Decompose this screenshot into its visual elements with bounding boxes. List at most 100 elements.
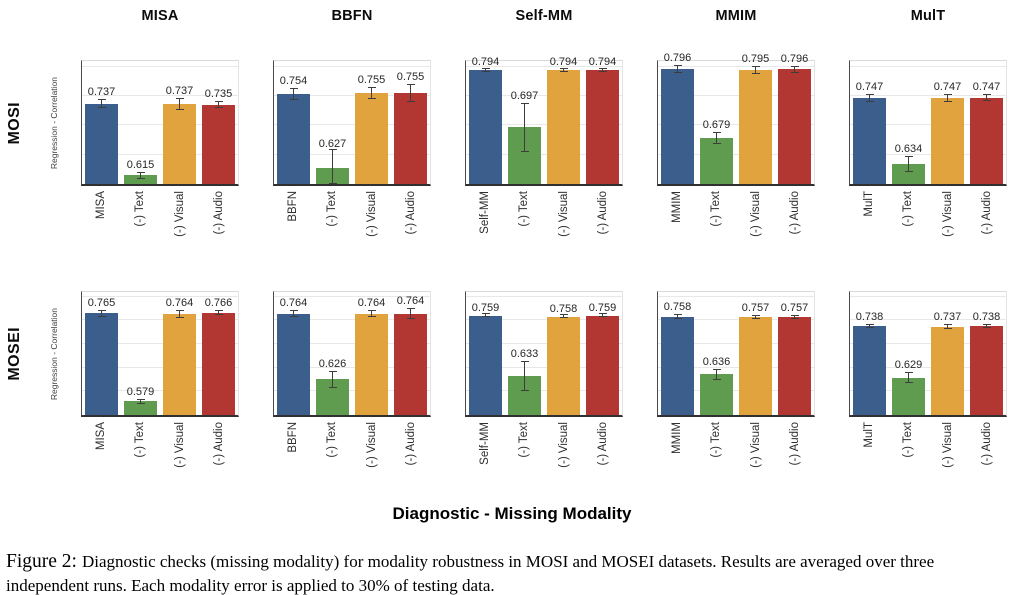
- gridline: [82, 95, 238, 97]
- error-bar: [751, 65, 760, 74]
- x-tick-label: (-) Text: [518, 191, 531, 227]
- bar-value-label: 0.759: [588, 302, 617, 315]
- bar-value-label: 0.737: [87, 86, 116, 99]
- gridline: [274, 124, 430, 126]
- row-gutter-mosei: MOSEI Regression - Correlation: [0, 291, 64, 486]
- chart-panel-mosi-misa: 0.737 0.615 0.737 0.735 MISA (-) Text (-) Visu…: [64, 60, 256, 255]
- error-bar: [481, 313, 490, 318]
- bar--text: [124, 175, 157, 184]
- x-tick-label: (-) Text: [326, 191, 339, 227]
- bar--audio: [970, 326, 1003, 415]
- error-bar: [175, 97, 184, 110]
- error-bar: [904, 372, 913, 383]
- gridline: [82, 319, 238, 321]
- error-bar: [97, 310, 106, 317]
- column-title-mult: MulT: [910, 8, 946, 24]
- x-tick-label: (-) Visual: [557, 191, 570, 237]
- bar-value-label: 0.795: [741, 52, 770, 65]
- x-tick-label: BBFN: [286, 191, 299, 222]
- error-bar: [865, 323, 874, 329]
- bar-value-label: 0.738: [972, 311, 1001, 324]
- plot-area-mosi-misa: 0.737 0.615 0.737 0.735: [81, 60, 239, 186]
- bar--visual: [547, 316, 580, 415]
- gridline: [466, 124, 622, 126]
- gridline: [658, 343, 814, 345]
- bar-value-label: 0.737: [165, 84, 194, 97]
- chart-panel-mosei-self-mm: 0.759 0.633 0.758 0.759 Self-MM (-) Text (-) V…: [448, 291, 640, 486]
- column-title-bbfn: BBFN: [331, 8, 373, 24]
- gridline: [658, 366, 814, 368]
- bar-value-label: 0.766: [204, 297, 233, 310]
- error-bar: [367, 87, 376, 100]
- bar--audio: [586, 316, 619, 415]
- error-bar: [865, 93, 874, 102]
- x-tick-labels-mosei-misa: MISA (-) Text (-) Visual (-) Audio: [81, 422, 239, 486]
- bar--audio: [202, 312, 235, 415]
- error-bar: [406, 308, 415, 320]
- error-bar: [790, 314, 799, 319]
- chart-panel-mosei-bbfn: 0.764 0.626 0.764 0.764 BBFN (-) Text (-) Visu…: [256, 291, 448, 486]
- bar-value-label: 0.633: [510, 347, 539, 360]
- bar-value-label: 0.764: [396, 295, 425, 308]
- error-bar: [367, 310, 376, 318]
- gridline: [82, 65, 238, 67]
- gridline: [658, 124, 814, 126]
- x-tick-label: MulT: [862, 422, 875, 448]
- bar-value-label: 0.757: [741, 301, 770, 314]
- x-tick-label: (-) Text: [518, 422, 531, 458]
- bar-value-label: 0.747: [933, 80, 962, 93]
- gridline: [82, 295, 238, 297]
- bar-value-label: 0.755: [396, 71, 425, 84]
- error-bar: [328, 370, 337, 388]
- bar--visual: [931, 97, 964, 184]
- error-bar: [97, 99, 106, 109]
- column-title-misa: MISA: [141, 8, 179, 24]
- bar-value-label: 0.697: [510, 89, 539, 102]
- error-bar: [214, 310, 223, 316]
- bar--visual: [931, 326, 964, 415]
- bar--visual: [163, 103, 196, 184]
- x-tick-label: MulT: [862, 191, 875, 217]
- bar-value-label: 0.636: [702, 356, 731, 369]
- gridline: [82, 366, 238, 368]
- x-tick-label: (-) Audio: [789, 191, 802, 235]
- x-tick-labels-mosi-self-mm: Self-MM (-) Text (-) Visual (-) Audio: [465, 191, 623, 255]
- bar-self-mm: [469, 316, 502, 415]
- error-bar: [712, 369, 721, 380]
- y-axis-label: Regression - Correlation: [47, 291, 61, 417]
- chart-panel-mosei-mmim: 0.758 0.636 0.757 0.757 MMIM (-) Text (-) Visu…: [640, 291, 832, 486]
- y-axis-label: Regression - Correlation: [47, 60, 61, 186]
- error-bar: [904, 156, 913, 172]
- plot-area-mosi-bbfn: 0.754 0.627 0.755 0.755: [273, 60, 431, 186]
- x-tick-label: (-) Visual: [749, 191, 762, 237]
- error-bar: [943, 324, 952, 329]
- gridline: [850, 390, 1006, 392]
- x-tick-label: (-) Visual: [749, 422, 762, 468]
- error-bar: [289, 87, 298, 100]
- row-label-mosi: MOSI: [2, 60, 28, 186]
- error-bar: [751, 314, 760, 320]
- bar--audio: [970, 97, 1003, 184]
- y-axis-label-text: Regression - Correlation: [49, 76, 59, 170]
- gridline: [466, 390, 622, 392]
- bar-value-label: 0.747: [855, 80, 884, 93]
- error-bar: [790, 65, 799, 73]
- x-tick-labels-mosei-bbfn: BBFN (-) Text (-) Visual (-) Audio: [273, 422, 431, 486]
- error-bar: [406, 84, 415, 102]
- x-tick-label: (-) Audio: [405, 422, 418, 466]
- bar-value-label: 0.627: [318, 137, 347, 150]
- error-bar: [559, 313, 568, 318]
- bar-value-label: 0.758: [549, 302, 578, 315]
- chart-row-mosei: MOSEI Regression - Correlation 0.765 0.579 0…: [0, 291, 1024, 486]
- bar-value-label: 0.634: [894, 143, 923, 156]
- x-tick-label: (-) Audio: [597, 191, 610, 235]
- x-tick-label: (-) Text: [902, 422, 915, 458]
- figure-caption-label: Figure 2:: [6, 551, 77, 572]
- bar-value-label: 0.747: [972, 81, 1001, 94]
- bar--text: [700, 137, 733, 184]
- error-bar: [289, 310, 298, 318]
- bar--visual: [739, 69, 772, 184]
- gridline: [274, 319, 430, 321]
- gridline: [658, 95, 814, 97]
- row-label-text: MOSI: [6, 101, 23, 145]
